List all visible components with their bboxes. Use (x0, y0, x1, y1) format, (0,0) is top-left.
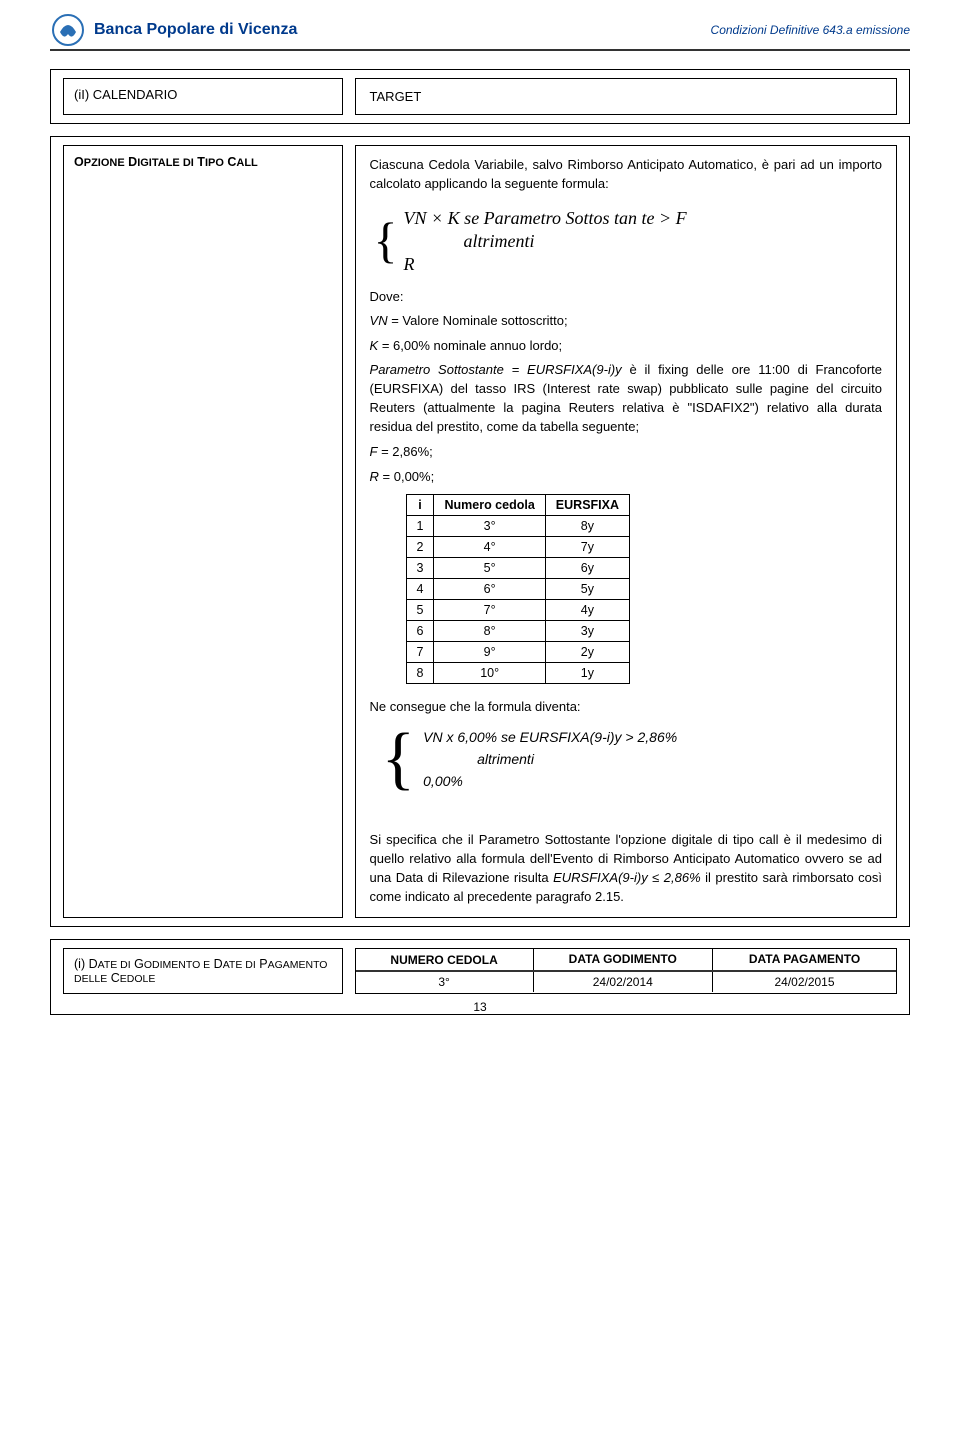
logo-text: Banca Popolare di Vicenza (94, 21, 297, 39)
def-param: Parametro Sottostante = EURSFIXA(9-i)y è… (370, 361, 882, 436)
pay-th-num: NUMERO CEDOLA (356, 949, 533, 971)
table-cell: 1y (545, 663, 629, 684)
formula2-line1: VN x 6,00% se EURSFIXA(9-i)y > 2,86% (423, 729, 677, 745)
table-cell: 8 (406, 663, 434, 684)
calendario-value: TARGET (355, 78, 897, 115)
calendario-label: (iI) CALENDARIO (63, 78, 343, 115)
table-cell: 3y (545, 621, 629, 642)
main-box: OPZIONE DIGITALE DI TIPO CALL Ciascuna C… (50, 136, 910, 927)
opzione-content: Ciascuna Cedola Variabile, salvo Rimbors… (355, 145, 897, 918)
table-cell: 4y (545, 600, 629, 621)
note-text: Si specifica che il Parametro Sottostant… (370, 831, 882, 906)
table-cell: 2 (406, 537, 434, 558)
bottom-box: (i) DATE DI GODIMENTO E DATE DI PAGAMENT… (50, 939, 910, 1015)
formula2-line2: altrimenti (423, 751, 677, 767)
def-f: F (370, 444, 378, 459)
table-cell: 7 (406, 642, 434, 663)
table-cell: 5y (545, 579, 629, 600)
logo-block: Banca Popolare di Vicenza (50, 12, 297, 48)
table-cell: 1 (406, 516, 434, 537)
th-eursfixa: EURSFIXA (545, 495, 629, 516)
pay-td-pag: 24/02/2015 (713, 971, 897, 992)
page-number: 13 (63, 1000, 897, 1014)
table-cell: 2y (545, 642, 629, 663)
page-header: Banca Popolare di Vicenza Condizioni Def… (50, 12, 910, 51)
intro-text: Ciascuna Cedola Variabile, salvo Rimbors… (370, 156, 882, 194)
table-cell: 6° (434, 579, 545, 600)
def-k: K (370, 338, 379, 353)
pay-th-god: DATA GODIMENTO (533, 949, 712, 971)
consegue-text: Ne consegue che la formula diventa: (370, 698, 882, 717)
table-cell: 7y (545, 537, 629, 558)
bank-logo-icon (50, 12, 86, 48)
pay-td-num: 3° (356, 971, 533, 992)
table-cell: 5 (406, 600, 434, 621)
table-cell: 4 (406, 579, 434, 600)
table-cell: 7° (434, 600, 545, 621)
table-cell: 10° (434, 663, 545, 684)
table-cell: 4° (434, 537, 545, 558)
def-r: R (370, 469, 379, 484)
formula1-line3: R (404, 254, 687, 275)
formula1-line2: altrimenti (404, 231, 687, 252)
def-vn: VN (370, 313, 388, 328)
calendario-box: (iI) CALENDARIO TARGET (50, 69, 910, 124)
table-cell: 5° (434, 558, 545, 579)
formula-1: { VN × K se Parametro Sottos tan te > F … (374, 208, 882, 275)
th-i: i (406, 495, 434, 516)
table-cell: 6y (545, 558, 629, 579)
doc-reference: Condizioni Definitive 643.a emissione (711, 23, 910, 37)
dove-label: Dove: (370, 289, 882, 304)
table-cell: 6 (406, 621, 434, 642)
th-numero: Numero cedola (434, 495, 545, 516)
table-cell: 3 (406, 558, 434, 579)
formula1-line1: VN × K se Parametro Sottos tan te > F (404, 208, 687, 229)
table-cell: 3° (434, 516, 545, 537)
formula-2: { VN x 6,00% se EURSFIXA(9-i)y > 2,86% a… (382, 729, 882, 789)
pay-th-pag: DATA PAGAMENTO (713, 949, 897, 971)
formula2-line3: 0,00% (423, 773, 677, 789)
opzione-label: OPZIONE DIGITALE DI TIPO CALL (63, 145, 343, 918)
date-godimento-label: (i) DATE DI GODIMENTO E DATE DI PAGAMENT… (63, 948, 343, 994)
table-cell: 9° (434, 642, 545, 663)
pay-table: NUMERO CEDOLA DATA GODIMENTO DATA PAGAME… (356, 949, 896, 992)
table-cell: 8° (434, 621, 545, 642)
pay-td-god: 24/02/2014 (533, 971, 712, 992)
table-cell: 8y (545, 516, 629, 537)
eursfixa-table: i Numero cedola EURSFIXA 13°8y 24°7y 35°6y… (406, 494, 630, 684)
pay-table-wrap: NUMERO CEDOLA DATA GODIMENTO DATA PAGAME… (355, 948, 897, 994)
